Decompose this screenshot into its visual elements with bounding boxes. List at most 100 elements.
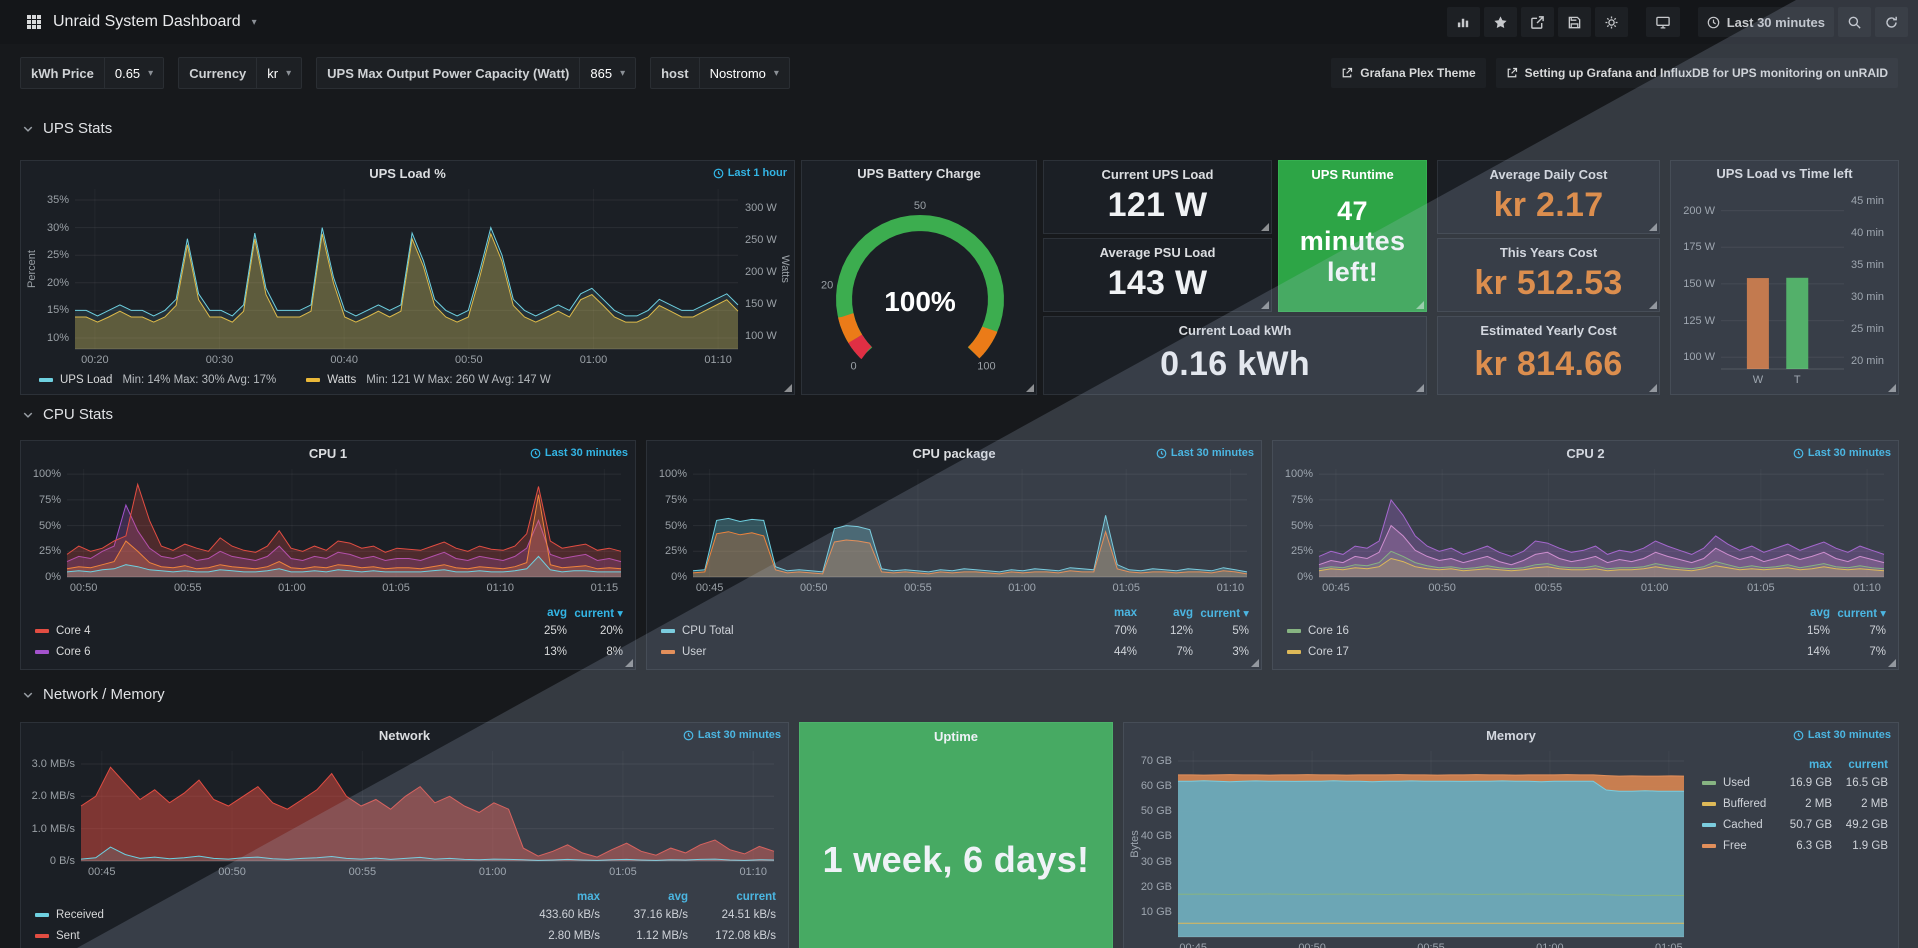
panel-time-override[interactable]: Last 30 minutes [530, 447, 628, 459]
legend-column-header[interactable]: avg [668, 890, 688, 903]
cpu-package-chart[interactable]: 100% 75% 50% 25% 0% 00:45 00:50 00:55 01:00 01:05… [649, 463, 1259, 599]
legend-column-header[interactable]: current [736, 890, 776, 903]
var-currency-select[interactable]: kr ▾ [256, 58, 301, 88]
legend-series-name: Free [1723, 839, 1747, 852]
network-chart[interactable]: 3.0 MB/s 2.0 MB/s 1.0 MB/s 0 B/s 00:45 00:50 0… [23, 745, 786, 883]
legend-item[interactable]: Sent 2.80 MB/s 1.12 MB/s 172.08 kB/s [35, 925, 776, 946]
ups-load-chart[interactable]: 35% 30% 25% 20% 15% 10% 300 W 250 W 200 W 150 W 10… [23, 183, 794, 369]
variables-bar: kWh Price 0.65 ▾ Currency kr ▾ UPS Max Out… [20, 56, 1898, 90]
legend-column-header[interactable]: max [576, 890, 600, 903]
panel-title[interactable]: UPS Battery Charge [857, 166, 981, 181]
star-button[interactable] [1483, 7, 1517, 37]
resize-handle[interactable] [1251, 659, 1259, 667]
legend-item[interactable]: Cached 50.7 GB 49.2 GB [1702, 814, 1888, 835]
link-ups-monitoring-guide[interactable]: Setting up Grafana and InfluxDB for UPS … [1495, 58, 1898, 88]
cpu1-chart[interactable]: 100% 75% 50% 25% 0% 00:50 00:55 01:00 01:05 01:10… [23, 463, 633, 599]
resize-handle[interactable] [1261, 301, 1269, 309]
resize-handle[interactable] [1888, 659, 1896, 667]
y-axis-tick: 50% [1290, 519, 1313, 532]
stat-title[interactable]: Current UPS Load [1101, 167, 1214, 182]
dashboards-grid-icon[interactable] [26, 14, 42, 30]
panel-title[interactable]: Network [378, 728, 431, 743]
legend-item[interactable]: Core 17 14% 7% [1287, 641, 1886, 662]
resize-handle[interactable] [1649, 301, 1657, 309]
var-kwh-price-select[interactable]: 0.65 ▾ [103, 58, 163, 88]
settings-gear-button[interactable] [1594, 7, 1628, 37]
resize-handle[interactable] [784, 384, 792, 392]
panel-title[interactable]: Memory [1486, 728, 1536, 743]
panel-title[interactable]: UPS Load % [369, 166, 446, 181]
battery-gauge[interactable]: 0 20 50 100 100% [810, 187, 1030, 387]
legend-swatch [35, 912, 49, 917]
resize-handle[interactable] [1649, 223, 1657, 231]
panel-title[interactable]: CPU 2 [1566, 446, 1605, 461]
resize-handle[interactable] [1261, 223, 1269, 231]
save-button[interactable] [1557, 7, 1591, 37]
legend-item[interactable]: Core 6 13% 8% [35, 641, 623, 662]
row-header-network-memory[interactable]: Network / Memory [22, 686, 165, 703]
legend-column-header[interactable]: avg [1810, 606, 1830, 619]
resize-handle[interactable] [1649, 384, 1657, 392]
stat-title[interactable]: Estimated Yearly Cost [1480, 323, 1617, 338]
panel-time-override[interactable]: Last 30 minutes [683, 729, 781, 741]
legend-item[interactable]: Used 16.9 GB 16.5 GB [1702, 772, 1888, 793]
y-axis-tick: 0% [45, 571, 61, 583]
legend-item[interactable]: Core 16 15% 7% [1287, 620, 1886, 641]
panel-title[interactable]: CPU package [912, 446, 996, 461]
row-header-ups-stats[interactable]: UPS Stats [22, 120, 112, 137]
stat-title[interactable]: Average PSU Load [1099, 245, 1216, 260]
legend-column-header[interactable]: avg [1173, 606, 1193, 619]
legend-item[interactable]: Core 4 25% 20% [35, 620, 623, 641]
y-axis-tick: 35 min [1851, 258, 1885, 271]
stat-title[interactable]: Average Daily Cost [1489, 167, 1608, 182]
panel-time-override[interactable]: Last 1 hour [713, 167, 787, 179]
refresh-button[interactable] [1875, 7, 1908, 37]
var-host-select[interactable]: Nostromo ▾ [698, 58, 789, 88]
var-label: Currency [189, 65, 247, 81]
legend-item[interactable]: UPS Load Min: 14% Max: 30% Avg: 17% [39, 374, 276, 386]
resize-handle[interactable] [1416, 301, 1424, 309]
legend-value: 49.2 GB [1845, 818, 1888, 831]
ups-load-vs-time-chart[interactable]: 200 W 175 W 150 W 125 W 100 W 45 min 40 min 35 … [1675, 185, 1896, 389]
panel-title[interactable]: UPS Load vs Time left [1716, 166, 1853, 181]
panel-time-override[interactable]: Last 30 minutes [1156, 447, 1254, 459]
time-range-button[interactable]: Last 30 minutes [1697, 7, 1834, 37]
resize-handle[interactable] [1416, 384, 1424, 392]
resize-handle[interactable] [1026, 384, 1034, 392]
legend-column-header[interactable]: current ▾ [1837, 607, 1886, 620]
legend-item[interactable]: CPU Total 70% 12% 5% [661, 620, 1249, 641]
legend-column-header[interactable]: avg [547, 606, 567, 619]
legend-item[interactable]: Watts Min: 121 W Max: 260 W Avg: 147 W [306, 374, 551, 386]
x-axis-tick: 00:45 [1322, 582, 1350, 594]
legend-column-header[interactable]: current [1848, 758, 1888, 771]
stat-title[interactable]: Uptime [933, 729, 979, 744]
share-button[interactable] [1520, 7, 1554, 37]
stat-title[interactable]: UPS Runtime [1311, 167, 1394, 182]
legend-column-header[interactable]: max [1113, 606, 1137, 619]
panel-title[interactable]: CPU 1 [308, 446, 348, 461]
legend-item[interactable]: Free 6.3 GB 1.9 GB [1702, 835, 1888, 856]
resize-handle[interactable] [625, 659, 633, 667]
dashboard-title[interactable]: Unraid System Dashboard [53, 13, 241, 30]
legend-item[interactable]: Received 433.60 kB/s 37.16 kB/s 24.51 kB/s [35, 904, 776, 925]
stat-title[interactable]: This Years Cost [1499, 245, 1598, 260]
var-ups-max-select[interactable]: 865 ▾ [579, 58, 635, 88]
panel-time-override[interactable]: Last 30 minutes [1793, 729, 1891, 741]
zoom-out-button[interactable] [1838, 7, 1871, 37]
legend-item[interactable]: Buffered 2 MB 2 MB [1702, 793, 1888, 814]
legend-column-header[interactable]: current ▾ [574, 607, 623, 620]
legend-column-header[interactable]: current ▾ [1200, 607, 1249, 620]
resize-handle[interactable] [1888, 384, 1896, 392]
link-grafana-plex-theme[interactable]: Grafana Plex Theme [1331, 58, 1486, 88]
y-axis-label: Bytes [1129, 830, 1141, 858]
legend-column-header[interactable]: max [1808, 758, 1832, 771]
stat-value: 121 W [1107, 186, 1208, 224]
add-panel-button[interactable] [1446, 7, 1480, 37]
panel-time-override[interactable]: Last 30 minutes [1793, 447, 1891, 459]
cycle-view-button[interactable] [1645, 7, 1680, 37]
cpu2-chart[interactable]: 100% 75% 50% 25% 0% 00:45 00:50 00:55 01:00 01:05… [1275, 463, 1896, 599]
stat-title[interactable]: Current Load kWh [1178, 323, 1292, 338]
legend-item[interactable]: User 44% 7% 3% [661, 641, 1249, 662]
memory-chart[interactable]: 70 GB 60 GB 50 GB 40 GB 30 GB 20 GB 10 GB 00:45… [1126, 745, 1692, 948]
row-header-cpu-stats[interactable]: CPU Stats [22, 406, 113, 423]
